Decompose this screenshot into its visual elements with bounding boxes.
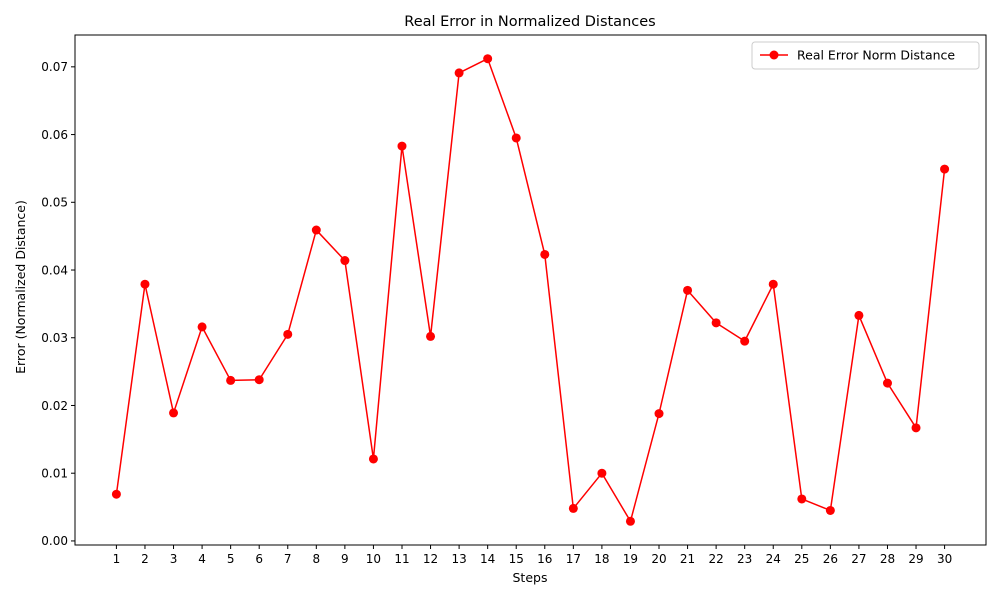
x-tick-label: 28 bbox=[880, 552, 895, 566]
y-tick-label: 0.05 bbox=[41, 196, 68, 210]
x-tick-label: 30 bbox=[937, 552, 952, 566]
data-point bbox=[340, 256, 350, 266]
data-point bbox=[111, 489, 121, 499]
data-point bbox=[254, 375, 264, 385]
x-tick-label: 19 bbox=[623, 552, 638, 566]
y-tick-label: 0.03 bbox=[41, 331, 68, 345]
y-tick-label: 0.00 bbox=[41, 534, 68, 548]
data-point bbox=[311, 225, 321, 235]
data-point bbox=[711, 318, 721, 328]
x-tick-label: 10 bbox=[366, 552, 381, 566]
x-tick-label: 24 bbox=[766, 552, 781, 566]
plot-frame bbox=[74, 34, 987, 546]
data-point bbox=[797, 494, 807, 504]
x-tick-label: 12 bbox=[423, 552, 438, 566]
y-tick-label: 0.04 bbox=[41, 263, 68, 277]
data-point bbox=[426, 331, 436, 341]
data-point bbox=[511, 133, 521, 143]
x-tick-label: 29 bbox=[908, 552, 923, 566]
legend: Real Error Norm Distance bbox=[751, 41, 980, 70]
x-tick-label: 2 bbox=[141, 552, 149, 566]
x-tick-label: 25 bbox=[794, 552, 809, 566]
data-point bbox=[283, 329, 293, 339]
x-tick-label: 26 bbox=[823, 552, 838, 566]
data-point bbox=[940, 164, 950, 174]
data-point bbox=[768, 279, 778, 289]
x-tick-label: 11 bbox=[394, 552, 409, 566]
legend-label: Real Error Norm Distance bbox=[797, 48, 955, 63]
y-tick-label: 0.07 bbox=[41, 60, 68, 74]
x-tick-label: 16 bbox=[537, 552, 552, 566]
data-point bbox=[140, 279, 150, 289]
y-tick-label: 0.01 bbox=[41, 467, 68, 481]
x-tick-label: 13 bbox=[451, 552, 466, 566]
x-axis: 1 2 3 4 5 6 7 8 9 10 11 12 13 14 15 16 17 18 19 20 21 22 23 24 2… bbox=[113, 545, 952, 566]
x-tick-label: 5 bbox=[227, 552, 235, 566]
x-tick-label: 8 bbox=[312, 552, 320, 566]
data-point bbox=[397, 141, 407, 151]
x-tick-label: 22 bbox=[708, 552, 723, 566]
data-point bbox=[540, 249, 550, 259]
data-point bbox=[368, 454, 378, 464]
y-tick-label: 0.06 bbox=[41, 128, 68, 142]
data-point bbox=[454, 68, 464, 78]
chart-title: Real Error in Normalized Distances bbox=[404, 14, 655, 30]
x-tick-label: 21 bbox=[680, 552, 695, 566]
x-tick-label: 7 bbox=[284, 552, 292, 566]
data-point bbox=[654, 409, 664, 419]
x-tick-label: 4 bbox=[198, 552, 206, 566]
data-point bbox=[882, 378, 892, 388]
data-point bbox=[226, 375, 236, 385]
x-tick-label: 9 bbox=[341, 552, 349, 566]
x-tick-label: 23 bbox=[737, 552, 752, 566]
x-tick-label: 6 bbox=[255, 552, 263, 566]
data-point bbox=[854, 310, 864, 320]
x-tick-label: 3 bbox=[170, 552, 178, 566]
legend-box bbox=[751, 41, 980, 70]
x-tick-label: 20 bbox=[651, 552, 666, 566]
plot-area bbox=[74, 34, 987, 546]
data-point bbox=[740, 336, 750, 346]
y-axis-title: Error (Normalized Distance) bbox=[13, 200, 28, 374]
data-point bbox=[825, 505, 835, 515]
data-point bbox=[911, 423, 921, 433]
x-tick-label: 14 bbox=[480, 552, 495, 566]
x-tick-label: 27 bbox=[851, 552, 866, 566]
x-tick-label: 15 bbox=[509, 552, 524, 566]
y-axis: 0.00 0.01 0.02 0.03 0.04 0.05 0.06 0.07 bbox=[41, 60, 75, 548]
data-point bbox=[169, 408, 179, 418]
data-point bbox=[483, 54, 493, 64]
data-point bbox=[568, 503, 578, 513]
series-layer bbox=[111, 54, 950, 526]
data-point bbox=[625, 516, 635, 526]
x-tick-label: 18 bbox=[594, 552, 609, 566]
data-point bbox=[683, 285, 693, 295]
x-tick-label: 1 bbox=[113, 552, 121, 566]
legend-marker-sample bbox=[769, 50, 779, 60]
data-point bbox=[597, 468, 607, 478]
y-tick-label: 0.02 bbox=[41, 399, 68, 413]
data-point bbox=[197, 322, 207, 332]
x-tick-label: 17 bbox=[566, 552, 581, 566]
x-axis-title: Steps bbox=[513, 570, 548, 585]
series-line bbox=[115, 57, 946, 523]
